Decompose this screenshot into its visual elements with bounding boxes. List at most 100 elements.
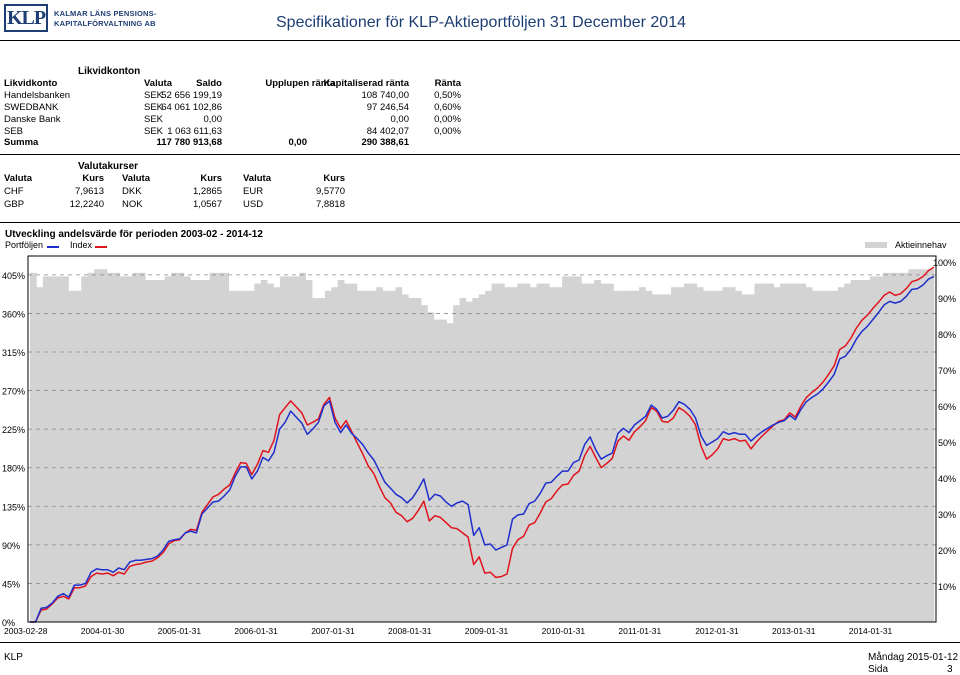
holdings-bar	[767, 283, 775, 622]
fx-header-0: Valuta	[4, 173, 32, 184]
holdings-bar	[792, 283, 800, 622]
holdings-bar	[299, 272, 306, 622]
right-tick-label: 60%	[938, 402, 956, 412]
left-tick-label: 225%	[2, 425, 25, 435]
holdings-bar	[177, 272, 185, 622]
cash-cell-balance: 0,00	[203, 114, 223, 125]
holdings-bar	[876, 276, 884, 622]
legend-portfolio-swatch	[47, 246, 59, 248]
right-tick-label: 100%	[933, 258, 956, 268]
holdings-bar	[812, 290, 819, 622]
cash-cell-rate: 0,60%	[434, 102, 461, 113]
holdings-bar	[286, 276, 294, 622]
plot-frame	[27, 255, 937, 623]
holdings-bar	[542, 283, 550, 622]
cash-cell-currency: SEK	[144, 90, 164, 101]
holdings-bar	[247, 290, 255, 622]
holdings-bar	[472, 298, 480, 622]
holdings-bar	[215, 272, 223, 622]
holdings-bar	[305, 280, 313, 622]
holdings-bar	[171, 272, 178, 622]
holdings-bar	[632, 290, 640, 622]
cash-cell-rate: 0,00%	[434, 114, 461, 125]
right-tick-label: 20%	[938, 546, 956, 556]
holdings-bar	[658, 294, 666, 622]
cash-total-balance: 117 780 913,68	[156, 137, 222, 148]
cash-table-divider	[0, 154, 960, 155]
x-tick-label: 2004-01-30	[81, 626, 125, 636]
cash-cell-currency: SEK	[144, 102, 164, 113]
holdings-bar	[62, 276, 69, 622]
holdings-bar	[850, 280, 858, 622]
holdings-bar	[510, 287, 518, 622]
holdings-bar	[831, 290, 839, 622]
x-axis-ticks: 2003-02-28 2004-01-30 2005-01-31 2006-01-31…	[4, 626, 893, 636]
right-tick-label: 70%	[938, 366, 956, 376]
fx-currency: DKK	[122, 186, 142, 197]
holdings-bar	[36, 287, 44, 622]
fx-rate: 7,9613	[74, 186, 104, 197]
cash-accounts-title: Likvidkonton	[78, 66, 141, 77]
holdings-bar	[901, 272, 909, 622]
legend-portfolio-label: Portföljen	[5, 240, 44, 250]
holdings-bar	[395, 287, 403, 622]
holdings-bar	[132, 272, 140, 622]
holdings-bar	[126, 276, 133, 622]
holdings-bar	[145, 280, 153, 622]
holdings-bar	[780, 283, 787, 622]
right-tick-label: 30%	[938, 510, 956, 520]
holdings-bar	[568, 276, 576, 622]
fx-currency: NOK	[122, 199, 143, 210]
holdings-bar	[908, 269, 916, 622]
holdings-bar	[113, 272, 121, 622]
left-tick-label: 315%	[2, 348, 25, 358]
holdings-bar	[677, 287, 685, 622]
holdings-bar	[331, 287, 339, 622]
holdings-bar	[119, 276, 127, 622]
holdings-bar	[55, 276, 63, 622]
cash-cell-account: Danske Bank	[4, 114, 61, 125]
holdings-bar	[151, 280, 159, 622]
holdings-bar	[587, 283, 595, 622]
holdings-bar	[485, 290, 492, 622]
holdings-bar	[549, 287, 557, 622]
holdings-bars	[30, 269, 935, 622]
holdings-bar	[600, 283, 608, 622]
fx-rate: 1,0567	[192, 199, 222, 210]
holdings-bar	[818, 290, 826, 622]
cash-cell-rate: 0,50%	[434, 90, 461, 101]
holdings-bar	[427, 312, 435, 622]
holdings-bar	[414, 298, 422, 622]
company-logo: KLP KALMAR LÄNS PENSIONS- KAPITALFÖRVALT…	[4, 4, 157, 34]
x-tick-label: 2008-01-31	[388, 626, 432, 636]
cash-cell-balance: 1 063 611,63	[167, 126, 222, 137]
cash-total-capitalized: 290 388,61	[361, 137, 409, 148]
fx-header-1: Kurs	[82, 173, 104, 184]
holdings-bar	[613, 290, 621, 622]
holdings-bar	[183, 276, 191, 622]
holdings-bar	[356, 290, 364, 622]
holdings-bar	[607, 283, 614, 622]
x-tick-label: 2012-01-31	[695, 626, 739, 636]
holdings-bar	[574, 276, 582, 622]
holdings-bar	[619, 290, 627, 622]
holdings-bar	[914, 269, 922, 622]
cash-header-1: Valuta	[144, 78, 172, 89]
x-tick-label: 2009-01-31	[465, 626, 509, 636]
cash-cell-balance: 52 656 199,19	[161, 90, 222, 101]
holdings-bar	[222, 272, 230, 622]
cash-cell-account: SWEDBANK	[4, 102, 59, 113]
holdings-bar	[344, 283, 351, 622]
left-axis-ticks: 0% 45% 90% 135% 180% 225% 270% 315% 360% 405%	[2, 271, 25, 628]
left-tick-label: 270%	[2, 387, 25, 397]
holdings-bar	[857, 280, 864, 622]
cash-total-accrued: 0,00	[288, 137, 308, 148]
holdings-bar	[453, 305, 460, 622]
cash-total-label: Summa	[4, 137, 39, 148]
left-tick-label: 90%	[2, 541, 20, 551]
logo-text-line1: KALMAR LÄNS PENSIONS-	[54, 9, 157, 18]
holdings-bar	[844, 283, 851, 622]
right-tick-label: 80%	[938, 330, 956, 340]
page-title: Specifikationer för KLP-Aktieportföljen …	[276, 14, 686, 31]
fx-currency: GBP	[4, 199, 25, 210]
